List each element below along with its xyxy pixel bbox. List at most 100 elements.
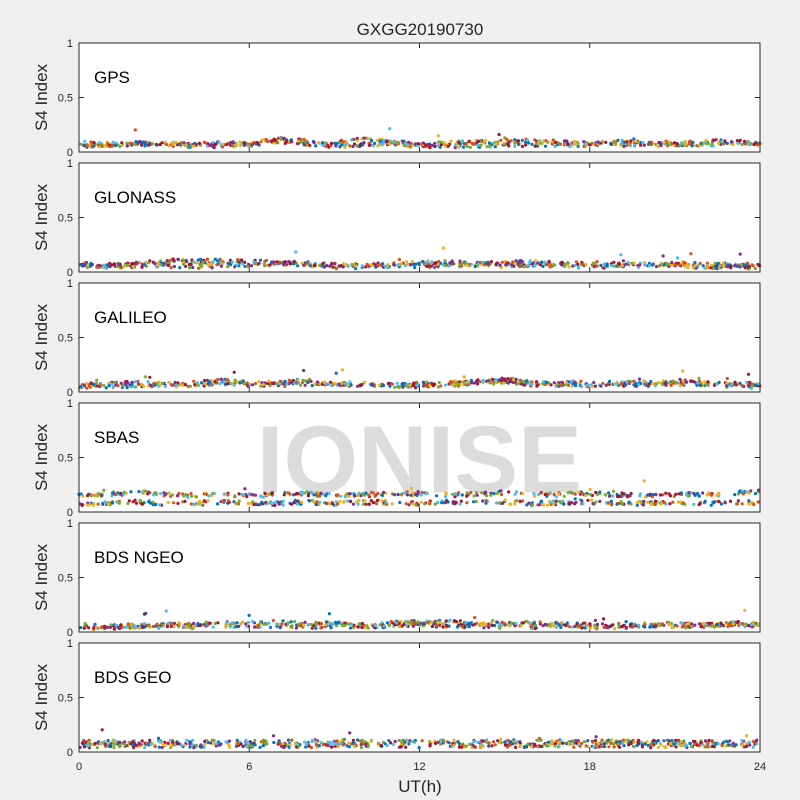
data-point (113, 739, 117, 743)
data-point (407, 503, 411, 507)
data-point (243, 487, 247, 491)
data-point (352, 623, 356, 627)
data-point (134, 140, 138, 144)
y-tick-label: 1 (67, 398, 73, 410)
data-point (91, 503, 96, 507)
data-point (288, 743, 292, 747)
data-point (535, 144, 540, 148)
data-point (330, 502, 334, 506)
data-point (496, 620, 500, 624)
x-axis-label: UT(h) (398, 777, 441, 796)
data-point (176, 742, 180, 746)
data-point (566, 142, 570, 146)
data-point (263, 263, 267, 267)
data-point (499, 737, 503, 742)
data-point (226, 493, 230, 497)
data-point (172, 621, 177, 625)
data-point (237, 264, 241, 268)
data-point (473, 615, 477, 620)
data-point (194, 142, 198, 147)
data-point (353, 267, 358, 271)
data-point (378, 139, 382, 143)
data-point (226, 499, 230, 503)
data-point (591, 740, 595, 744)
data-point (379, 743, 383, 747)
data-point (451, 501, 455, 505)
data-point (324, 144, 328, 148)
data-point (199, 264, 204, 268)
data-point (494, 380, 498, 384)
system-label: GLONASS (94, 188, 176, 207)
data-point (102, 383, 106, 388)
data-point (188, 622, 192, 626)
data-point (360, 738, 364, 742)
data-point (341, 743, 345, 747)
data-point (693, 261, 697, 265)
data-point (158, 492, 163, 496)
data-point (582, 621, 586, 625)
data-point (617, 742, 621, 746)
data-point (527, 141, 531, 145)
data-point (105, 625, 109, 629)
data-point (612, 264, 616, 268)
data-point (83, 621, 87, 626)
data-point (235, 143, 239, 147)
data-point (444, 619, 448, 623)
data-point (546, 503, 550, 507)
data-point (436, 385, 440, 389)
data-point (509, 502, 513, 506)
data-point (722, 264, 726, 268)
data-point (197, 266, 201, 270)
data-point (437, 259, 441, 264)
data-point (433, 144, 437, 149)
data-point (747, 142, 751, 146)
data-point (615, 740, 619, 744)
data-point (580, 491, 585, 495)
data-point (573, 492, 577, 496)
data-point (155, 622, 159, 626)
data-point (491, 740, 496, 744)
data-point (170, 141, 174, 145)
data-point (113, 380, 117, 385)
data-point (117, 501, 121, 505)
data-point (672, 141, 677, 145)
data-point (211, 145, 215, 149)
data-point (715, 267, 719, 271)
panel-frame (78, 522, 761, 633)
data-point (469, 621, 473, 625)
data-point (163, 384, 167, 388)
data-point (604, 383, 608, 387)
data-point (387, 739, 391, 743)
data-point (117, 745, 121, 749)
data-point (404, 384, 408, 388)
data-point (168, 738, 172, 743)
data-point (472, 739, 476, 744)
data-point (706, 142, 710, 146)
data-point (192, 379, 196, 383)
data-point (287, 745, 291, 749)
data-point (695, 743, 699, 747)
data-point (348, 731, 352, 735)
data-point (552, 624, 556, 628)
data-point (663, 140, 667, 144)
data-point (494, 501, 498, 505)
data-point (718, 264, 722, 268)
y-tick-label: 1 (67, 38, 73, 50)
data-point (392, 263, 396, 267)
data-point (592, 626, 597, 630)
data-point (490, 744, 494, 748)
data-point (621, 738, 625, 742)
data-point (620, 141, 624, 145)
data-point (140, 490, 145, 495)
data-point (332, 742, 336, 746)
data-point (622, 144, 626, 148)
data-point (567, 501, 571, 505)
data-point (707, 738, 711, 743)
data-point (223, 382, 227, 386)
data-point (360, 625, 364, 630)
data-point (112, 746, 116, 750)
data-point (625, 140, 629, 144)
data-point (291, 493, 296, 497)
data-point (741, 622, 745, 626)
data-point (89, 494, 93, 498)
